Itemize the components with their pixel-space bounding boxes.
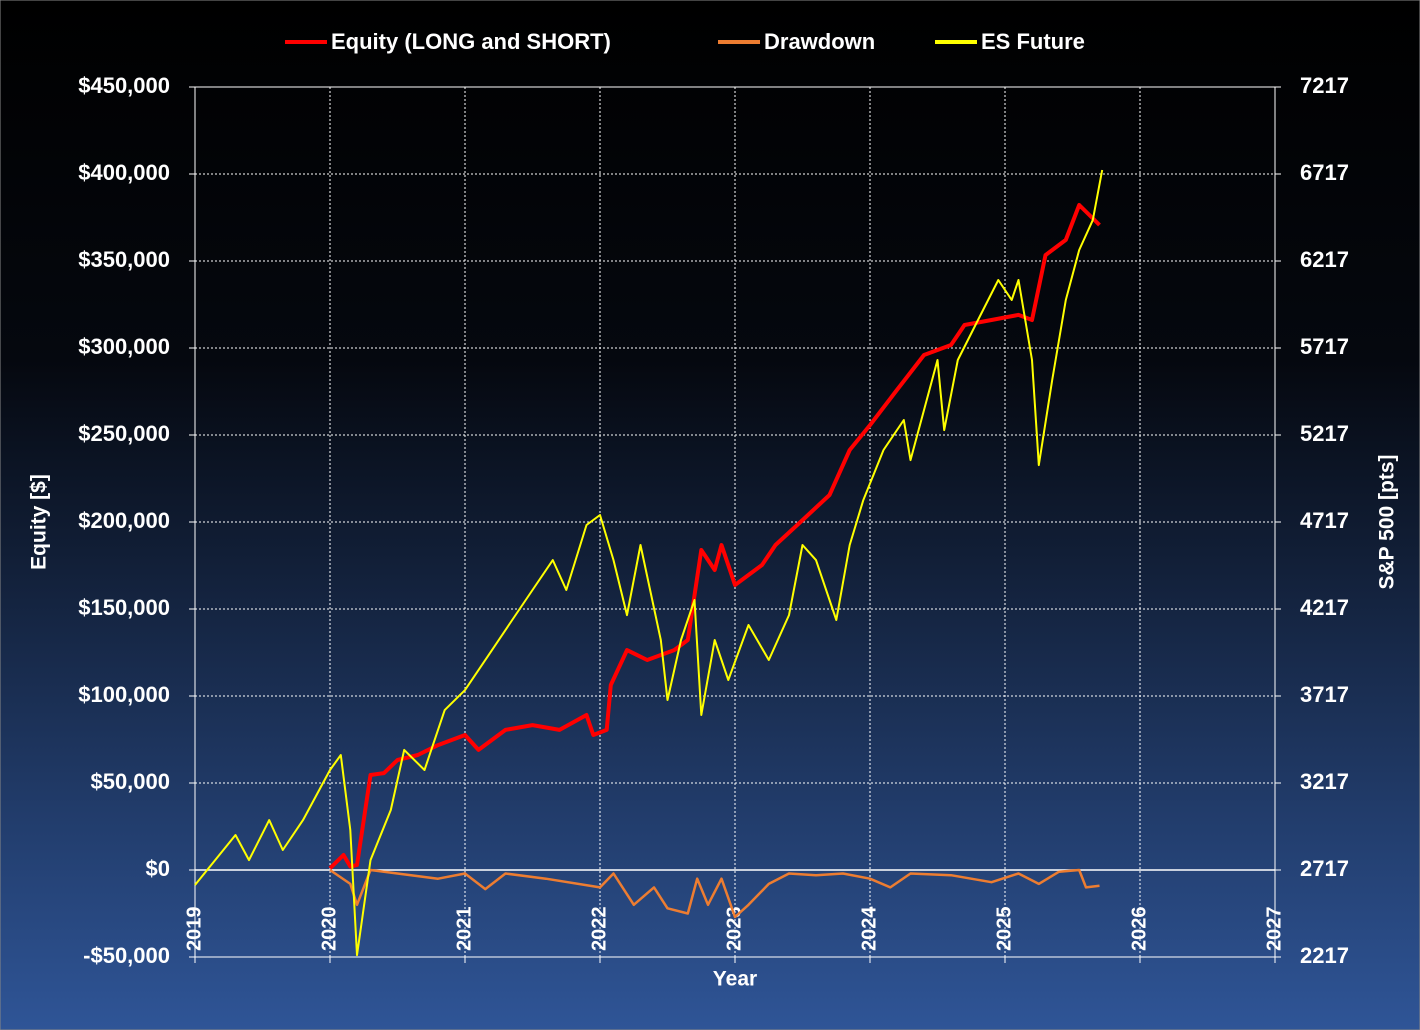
y2-tick-label: 5217 [1300,421,1349,446]
y2-tick-label: 2717 [1300,856,1349,881]
series-line [194,169,1104,957]
y2-tick-label: 7217 [1300,73,1349,98]
y-tick-label: $0 [146,856,170,881]
y2-tick-label: 4217 [1300,595,1349,620]
y-tick-label: $200,000 [78,508,170,533]
y-tick-label: $250,000 [78,421,170,446]
y2-axis-title: S&P 500 [pts] [1376,455,1399,590]
y-axis-title: Equity [$] [28,474,51,570]
x-tick-label: 2027 [1263,907,1285,952]
y2-tick-label: 3717 [1300,682,1349,707]
x-tick-label: 2020 [318,907,340,952]
y-tick-label: $150,000 [78,595,170,620]
y2-tick-label: 4717 [1300,508,1349,533]
x-tick-label: 2025 [993,907,1015,952]
y-tick-label: $50,000 [90,769,170,794]
y2-tick-label: 6717 [1300,160,1349,185]
y2-tick-label: 6217 [1300,247,1349,272]
legend-label: ES Future [981,29,1085,54]
series-line [329,868,1100,919]
y-tick-label: -$50,000 [83,943,170,968]
y-tick-label: $300,000 [78,334,170,359]
x-axis-title: Year [713,968,757,991]
x-tick-label: 2021 [453,907,475,952]
x-tick-label: 2024 [858,906,880,951]
legend-label: Drawdown [764,29,875,54]
y-tick-label: $350,000 [78,247,170,272]
y-tick-label: $400,000 [78,160,170,185]
y-tick-label: $100,000 [78,682,170,707]
y2-tick-label: 5717 [1300,334,1349,359]
x-tick-label: 2022 [588,907,610,952]
y2-tick-label: 2217 [1300,943,1349,968]
x-tick-label: 2023 [723,907,745,952]
x-tick-label: 2019 [183,907,205,952]
series-line [328,203,1101,870]
x-tick-label: 2026 [1128,907,1150,952]
y2-tick-label: 3217 [1300,769,1349,794]
y-tick-label: $450,000 [78,73,170,98]
legend-label: Equity (LONG and SHORT) [331,29,611,54]
